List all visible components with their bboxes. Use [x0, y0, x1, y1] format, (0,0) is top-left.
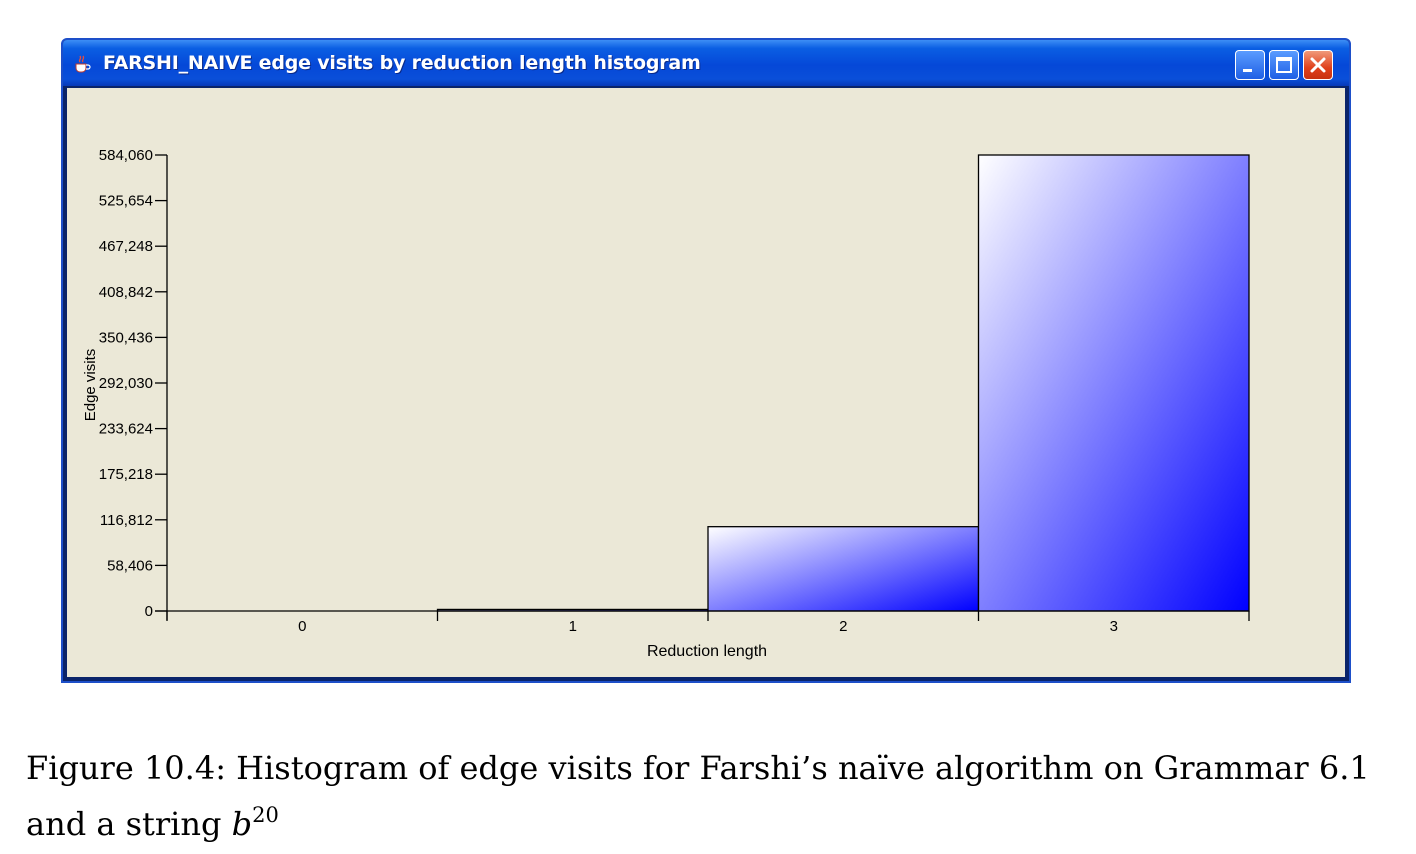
y-axis-label: Edge visits [82, 349, 99, 422]
bar-2 [707, 526, 980, 612]
chart-window: FARSHI_NAIVE edge visits by reduction le… [61, 38, 1351, 683]
y-tick-label: 0 [145, 603, 153, 620]
chart-area: 0 58,406 116,812 175,218 233,624 292,030 350,4… [67, 88, 1345, 677]
y-tick-label: 116,812 [100, 512, 153, 529]
x-tick-label: 0 [298, 618, 306, 635]
maximize-icon [1276, 57, 1292, 73]
histogram-chart: 0 58,406 116,812 175,218 233,624 292,030 350,4… [82, 147, 1250, 660]
minimize-icon [1243, 69, 1252, 72]
axes-group: 0 58,406 116,812 175,218 233,624 292,030 350,4… [99, 147, 1250, 635]
y-tick-label: 584,060 [99, 147, 153, 164]
x-axis-label: Reduction length [647, 643, 767, 660]
y-tick-label: 408,842 [99, 284, 153, 301]
figure-caption: Figure 10.4: Histogram of edge visits fo… [26, 740, 1406, 852]
y-tick-label: 175,218 [99, 466, 153, 483]
bar-group [436, 154, 1250, 612]
x-tick-label: 1 [569, 618, 577, 635]
title-bar[interactable]: FARSHI_NAIVE edge visits by reduction le… [63, 40, 1349, 86]
x-tick-label: 2 [839, 618, 847, 635]
bar-3 [977, 154, 1250, 612]
y-tick-label: 350,436 [99, 329, 153, 346]
caption-text: Figure 10.4: Histogram of edge visits fo… [26, 749, 1370, 843]
x-tick-label: 3 [1110, 618, 1118, 635]
y-tick-label: 233,624 [99, 421, 153, 438]
maximize-button[interactable] [1269, 50, 1299, 80]
y-tick-label: 525,654 [99, 193, 153, 210]
y-tick-label: 292,030 [99, 375, 153, 392]
close-icon [1310, 57, 1326, 73]
java-cup-icon [75, 55, 91, 73]
minimize-button[interactable] [1235, 50, 1265, 80]
caption-exponent: 20 [252, 803, 279, 827]
y-tick-label: 58,406 [107, 557, 153, 574]
close-button[interactable] [1303, 50, 1333, 80]
caption-variable: b [231, 805, 253, 843]
window-title: FARSHI_NAIVE edge visits by reduction le… [103, 52, 701, 74]
y-tick-label: 467,248 [99, 238, 153, 255]
